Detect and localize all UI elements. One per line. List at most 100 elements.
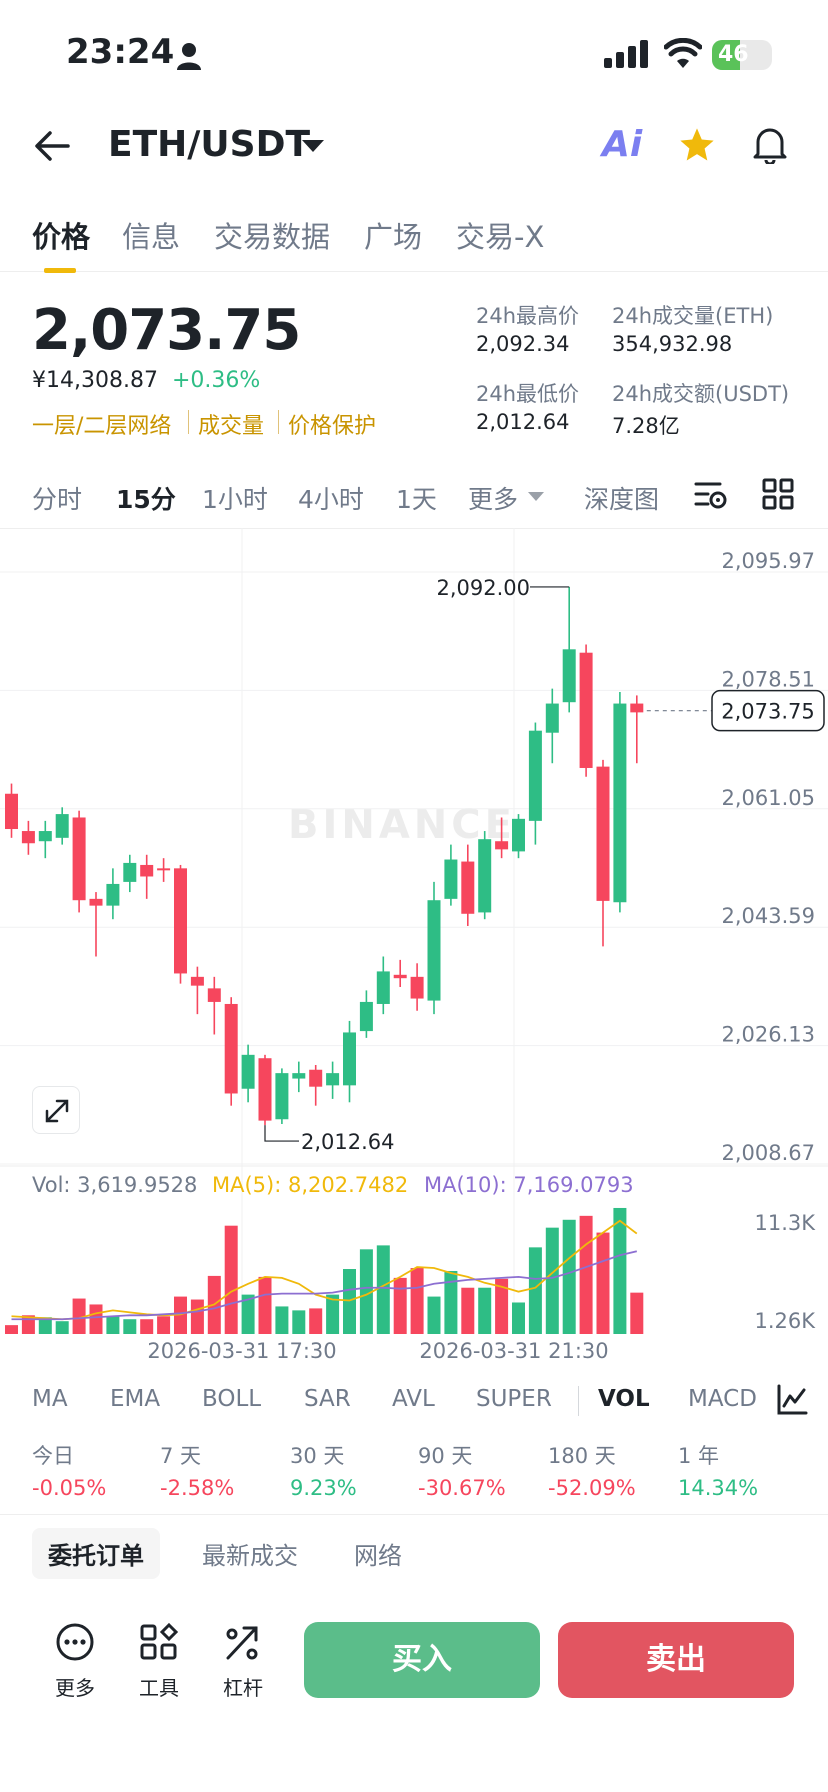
- time-axis-label: 2026-03-31 21:30: [419, 1339, 608, 1363]
- interval-15m[interactable]: 15分: [116, 485, 176, 514]
- tools-label: 工具: [139, 1676, 179, 1700]
- volume-bar: [241, 1294, 255, 1334]
- indicator-sar[interactable]: SAR: [304, 1386, 351, 1412]
- indicator-ma[interactable]: MA: [32, 1386, 68, 1412]
- candle-series: [5, 586, 644, 1126]
- candle-body: [427, 900, 441, 1001]
- performance-value: 14.34%: [678, 1476, 759, 1500]
- volume-bar: [393, 1277, 407, 1334]
- buy-button[interactable]: 买入: [304, 1622, 540, 1698]
- more-caret-icon[interactable]: [528, 492, 544, 501]
- stat-high-value: 2,092.34: [476, 332, 570, 356]
- favorite-star-icon[interactable]: [678, 126, 716, 164]
- tab-price[interactable]: 价格: [32, 220, 91, 254]
- bell-icon[interactable]: [752, 124, 788, 164]
- battery-fill: [712, 40, 740, 70]
- tab-trade-x[interactable]: 交易-X: [456, 220, 545, 254]
- tag-volume[interactable]: 成交量: [198, 414, 265, 439]
- stat-low-value: 2,012.64: [476, 410, 570, 434]
- candlestick-chart[interactable]: 2,095.97 2,078.51 2,061.05 2,043.59 2,026.13…: [0, 528, 828, 1368]
- candle-body: [393, 974, 407, 979]
- tab-square[interactable]: 广场: [364, 220, 423, 254]
- volume-bar: [55, 1321, 69, 1334]
- price-axis-label: 2,043.59: [721, 904, 815, 928]
- subtab-latest-trades[interactable]: 最新成交: [202, 1542, 298, 1570]
- back-arrow-icon[interactable]: [34, 128, 70, 164]
- chart-settings-icon[interactable]: [694, 478, 728, 512]
- leverage-label: 杠杆: [223, 1676, 263, 1700]
- volume-bar: [157, 1316, 171, 1334]
- interval-1d[interactable]: 1天: [396, 485, 437, 514]
- price-change: +0.36%: [172, 368, 261, 393]
- chevron-down-icon[interactable]: [302, 140, 324, 152]
- signal-icon: [604, 40, 648, 68]
- candle-body: [495, 841, 509, 850]
- volume-bar: [562, 1219, 576, 1334]
- tab-info[interactable]: 信息: [122, 220, 181, 254]
- performance-label: 7 天: [160, 1444, 202, 1468]
- volume-bar: [410, 1268, 424, 1334]
- indicator-vol[interactable]: VOL: [598, 1386, 650, 1412]
- active-tab-indicator: [44, 268, 76, 273]
- tag-price-protection[interactable]: 价格保护: [288, 414, 377, 439]
- layout-grid-icon[interactable]: [762, 478, 794, 510]
- stat-high-label: 24h最高价: [476, 304, 580, 328]
- price-axis-label: 2,026.13: [721, 1023, 815, 1047]
- stat-vol-usdt-label: 24h成交额(USDT): [612, 382, 790, 406]
- battery-icon: 46: [712, 40, 772, 70]
- depth-chart-tab[interactable]: 深度图: [584, 485, 660, 514]
- candle-body: [545, 703, 559, 733]
- performance-value: -52.09%: [548, 1476, 636, 1500]
- tag-layer-network[interactable]: 一层/二层网络: [32, 414, 172, 439]
- indicator-super[interactable]: SUPER: [476, 1386, 552, 1412]
- performance-value: -2.58%: [160, 1476, 235, 1500]
- performance-value: 9.23%: [290, 1476, 357, 1500]
- candle-body: [106, 883, 120, 906]
- pair-title[interactable]: ETH/USDT: [108, 124, 311, 165]
- volume-bar: [326, 1294, 340, 1334]
- candle-body: [562, 649, 576, 703]
- indicator-boll[interactable]: BOLL: [202, 1386, 262, 1412]
- performance-label: 今日: [32, 1444, 74, 1468]
- indicator-divider: [578, 1386, 579, 1416]
- more-button[interactable]: 更多: [40, 1622, 110, 1700]
- interval-1h[interactable]: 1小时: [202, 485, 268, 514]
- status-bar: 23:24 46: [0, 0, 828, 100]
- indicator-macd[interactable]: MACD: [688, 1386, 757, 1412]
- stat-low-label: 24h最低价: [476, 382, 580, 406]
- volume-bar: [596, 1232, 610, 1334]
- leverage-button[interactable]: 杠杆: [208, 1622, 278, 1700]
- candle-body: [512, 818, 525, 852]
- subtab-network[interactable]: 网络: [354, 1542, 402, 1570]
- candle-body: [309, 1069, 323, 1087]
- leverage-icon: [226, 1626, 258, 1660]
- interval-line[interactable]: 分时: [32, 485, 83, 514]
- status-time: 23:24: [66, 32, 175, 72]
- indicator-ema[interactable]: EMA: [110, 1386, 161, 1412]
- price-cny: ¥14,308.87: [32, 368, 158, 393]
- volume-bar: [630, 1292, 644, 1334]
- volume-bar: [224, 1225, 238, 1334]
- interval-4h[interactable]: 4小时: [298, 485, 364, 514]
- candle-body: [376, 971, 390, 1004]
- last-price-tag-text: 2,073.75: [721, 700, 815, 724]
- expand-chart-button[interactable]: [32, 1086, 80, 1134]
- volume-axis-label: 1.26K: [754, 1309, 816, 1333]
- indicator-settings-icon[interactable]: [776, 1384, 808, 1416]
- subtab-orders[interactable]: 委托订单: [32, 1528, 160, 1579]
- candle-body: [123, 862, 137, 882]
- volume-bar: [579, 1215, 593, 1334]
- vol-ma10-legend: MA(10): 7,169.0793: [424, 1173, 634, 1197]
- indicator-avl[interactable]: AVL: [392, 1386, 435, 1412]
- person-icon: [177, 43, 201, 70]
- chart-labels: 2,095.97 2,078.51 2,061.05 2,043.59 2,026.13…: [32, 549, 825, 1363]
- tools-button[interactable]: 工具: [124, 1622, 194, 1700]
- sell-button[interactable]: 卖出: [558, 1622, 794, 1698]
- volume-bar: [190, 1299, 204, 1334]
- volume-bar: [106, 1316, 120, 1334]
- volume-bar: [478, 1287, 492, 1334]
- candle-body: [241, 1054, 255, 1089]
- tab-trading-data[interactable]: 交易数据: [214, 220, 331, 254]
- ai-assistant-icon[interactable]: Ai: [602, 124, 643, 165]
- interval-more[interactable]: 更多: [468, 485, 519, 514]
